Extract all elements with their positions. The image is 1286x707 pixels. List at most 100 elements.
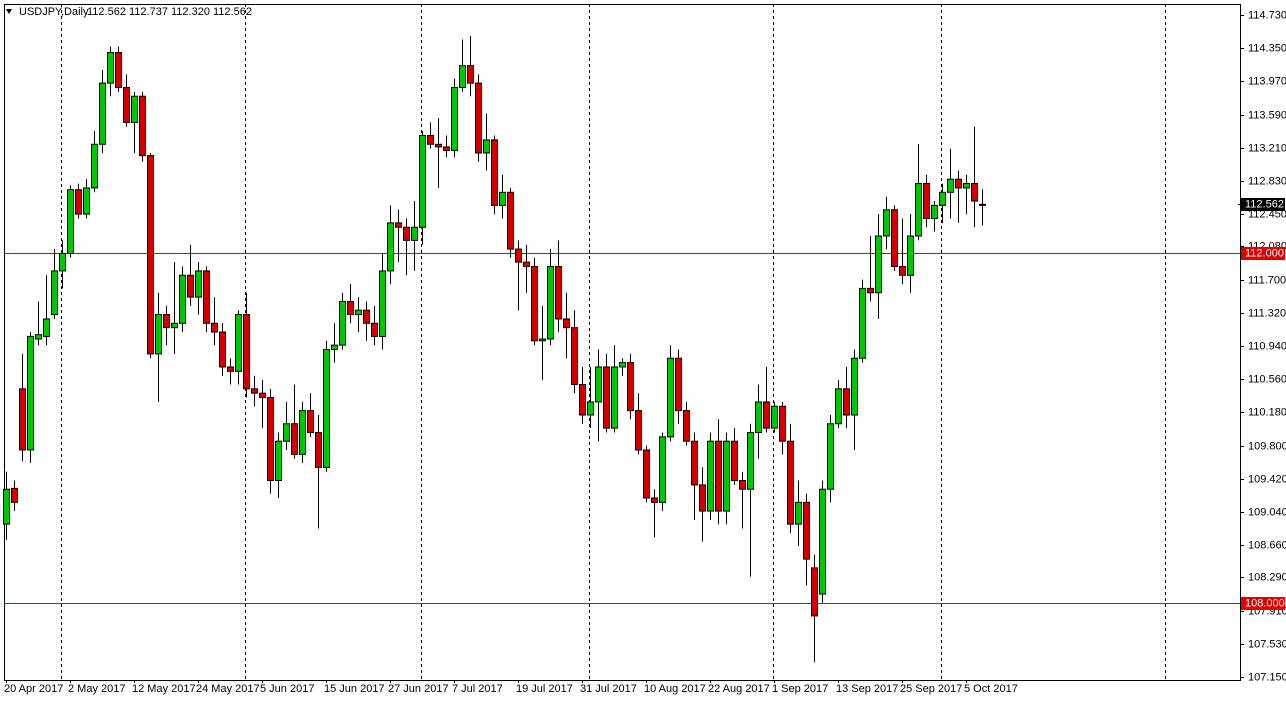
candle-body <box>819 488 826 595</box>
candle-body <box>659 436 666 503</box>
x-tick-label: 7 Jul 2017 <box>452 683 503 695</box>
candle-body <box>675 357 682 412</box>
candle-body <box>939 191 946 206</box>
x-tick-label: 27 Jun 2017 <box>388 683 449 695</box>
candle-body <box>587 401 594 416</box>
candle-body <box>963 183 970 189</box>
candle-body <box>395 222 402 228</box>
candle-body <box>315 431 322 468</box>
y-tick-label: 112.450 <box>1248 208 1286 220</box>
x-tick-label: 12 May 2017 <box>132 683 196 695</box>
candle-body <box>851 357 858 416</box>
candle-body <box>115 52 122 88</box>
candle-body <box>387 222 394 272</box>
candle-body <box>803 501 810 560</box>
candle-body <box>227 366 234 372</box>
x-tick-label: 31 Jul 2017 <box>580 683 637 695</box>
candle-body <box>731 440 738 482</box>
candle-body <box>195 270 202 298</box>
candle-body <box>899 266 906 276</box>
candle-body <box>787 440 794 525</box>
candle-body <box>443 146 450 151</box>
y-tick-label: 114.730 <box>1248 9 1286 21</box>
candle-body <box>107 52 114 84</box>
candle-body <box>451 86 458 151</box>
price-label-box <box>1241 247 1285 260</box>
header-ohlc: 112.562 112.737 112.320 112.562 <box>87 6 252 18</box>
candle-body <box>363 309 370 324</box>
x-tick-label: 24 May 2017 <box>196 683 260 695</box>
candle-body <box>867 287 874 294</box>
price-label: 112.000 <box>1245 247 1284 259</box>
candle-body <box>739 480 746 490</box>
price-label: 108.000 <box>1245 597 1285 609</box>
candle-body <box>155 314 162 355</box>
candle-body <box>179 274 186 324</box>
candle-body <box>883 209 890 237</box>
candle-body <box>499 191 506 206</box>
y-tick-label: 109.420 <box>1248 473 1286 485</box>
candle-body <box>683 410 690 442</box>
candle-body <box>459 65 466 88</box>
candle-body <box>467 65 474 84</box>
candle-body <box>203 270 210 324</box>
price-marker-label: 112.562 <box>1245 198 1284 210</box>
candle-body <box>835 388 842 425</box>
candle-body <box>515 248 522 263</box>
candle-body <box>11 487 18 503</box>
x-tick-label: 22 Aug 2017 <box>708 683 770 695</box>
y-tick-label: 107.150 <box>1248 671 1286 683</box>
y-tick-label: 114.350 <box>1248 42 1286 54</box>
candle-body <box>131 95 138 123</box>
candle-body <box>707 440 714 512</box>
candle-body <box>123 86 130 123</box>
candle-body <box>275 440 282 482</box>
candle-body <box>643 449 650 499</box>
candle-body <box>947 178 954 193</box>
candle-body <box>43 318 50 337</box>
candle-body <box>771 405 778 429</box>
candle-body <box>915 183 922 237</box>
candle-body <box>99 82 106 145</box>
candle-body <box>419 135 426 228</box>
y-tick-label: 109.040 <box>1248 506 1286 518</box>
candle-body <box>923 183 930 220</box>
candle-body <box>955 178 962 189</box>
candle-body <box>371 322 378 337</box>
candle-body <box>667 357 674 438</box>
candle-body <box>723 440 730 512</box>
candle-body <box>931 204 938 220</box>
candle-body <box>971 183 978 202</box>
menu-triangle <box>6 9 12 14</box>
x-tick-label: 5 Jun 2017 <box>260 683 314 695</box>
candle-body <box>795 501 802 525</box>
candle-body <box>811 567 818 617</box>
candle-body <box>19 388 26 451</box>
candle-body <box>907 235 914 276</box>
candle-body <box>531 266 538 342</box>
y-tick-label: 110.180 <box>1248 406 1286 418</box>
x-tick-label: 19 Jul 2017 <box>516 683 573 695</box>
candle-body <box>403 226 410 241</box>
candle-body <box>579 383 586 416</box>
candle-body <box>507 191 514 250</box>
candle-body <box>571 327 578 385</box>
candle-body <box>283 423 290 442</box>
candle-body <box>635 410 642 451</box>
candle-body <box>3 488 10 525</box>
candle-body <box>715 440 722 512</box>
candle-body <box>35 334 42 340</box>
candle-body <box>211 322 218 333</box>
y-tick-label: 107.530 <box>1248 638 1286 650</box>
candle-body <box>267 397 274 482</box>
candle-body <box>339 300 346 346</box>
candle-body <box>875 235 882 294</box>
x-tick-label: 5 Oct 2017 <box>964 683 1018 695</box>
candle-body <box>323 349 330 468</box>
candle-body <box>67 189 74 254</box>
candle-body <box>651 497 658 503</box>
candle-body <box>171 322 178 329</box>
candle-body <box>611 366 618 429</box>
candle-body <box>563 318 570 329</box>
